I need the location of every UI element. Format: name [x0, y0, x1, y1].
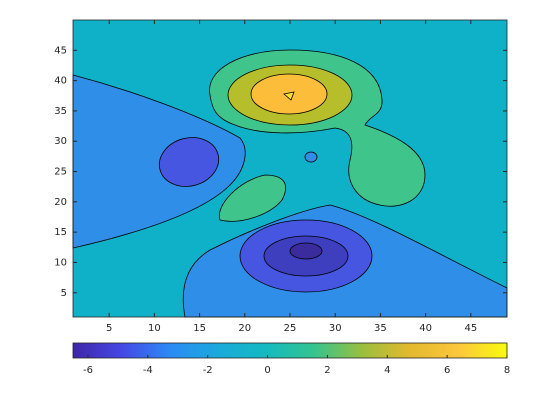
- colorbar-tick-label: 6: [444, 365, 450, 376]
- colorbar-tick-label: 8: [504, 365, 510, 376]
- contour-region: [219, 174, 286, 222]
- y-tick-label: 40: [54, 76, 67, 87]
- y-tick-label: 45: [54, 45, 67, 56]
- y-tick-label: 25: [54, 167, 67, 178]
- x-tick-label: 35: [374, 323, 387, 334]
- contour-region: [289, 242, 323, 260]
- contour-region: [283, 91, 295, 101]
- contour-region: [72, 74, 246, 249]
- colorbar-tick-label: 2: [324, 365, 330, 376]
- y-tick-label: 15: [54, 227, 67, 238]
- colorbar-tick-label: -2: [203, 365, 213, 376]
- colorbar-tick-label: -6: [83, 365, 93, 376]
- colorbar-tick-label: -4: [143, 365, 153, 376]
- x-tick-label: 20: [238, 323, 251, 334]
- x-tick-label: 40: [419, 323, 432, 334]
- x-tick-label: 30: [329, 323, 342, 334]
- y-tick-label: 35: [54, 106, 67, 117]
- contour-region: [304, 151, 318, 163]
- x-tick-label: 15: [193, 323, 206, 334]
- x-tick-label: 45: [464, 323, 477, 334]
- y-tick-label: 30: [54, 136, 67, 147]
- y-tick-label: 20: [54, 197, 67, 208]
- x-tick-label: 5: [106, 323, 112, 334]
- colorbar-tick-label: 0: [264, 365, 270, 376]
- x-tick-label: 25: [284, 323, 297, 334]
- contour-region: [158, 137, 220, 187]
- y-tick-label: 5: [61, 288, 67, 299]
- y-tick-label: 10: [54, 257, 67, 268]
- x-tick-label: 10: [148, 323, 161, 334]
- colorbar-tick-label: 4: [384, 365, 390, 376]
- colorbar: [72, 342, 508, 359]
